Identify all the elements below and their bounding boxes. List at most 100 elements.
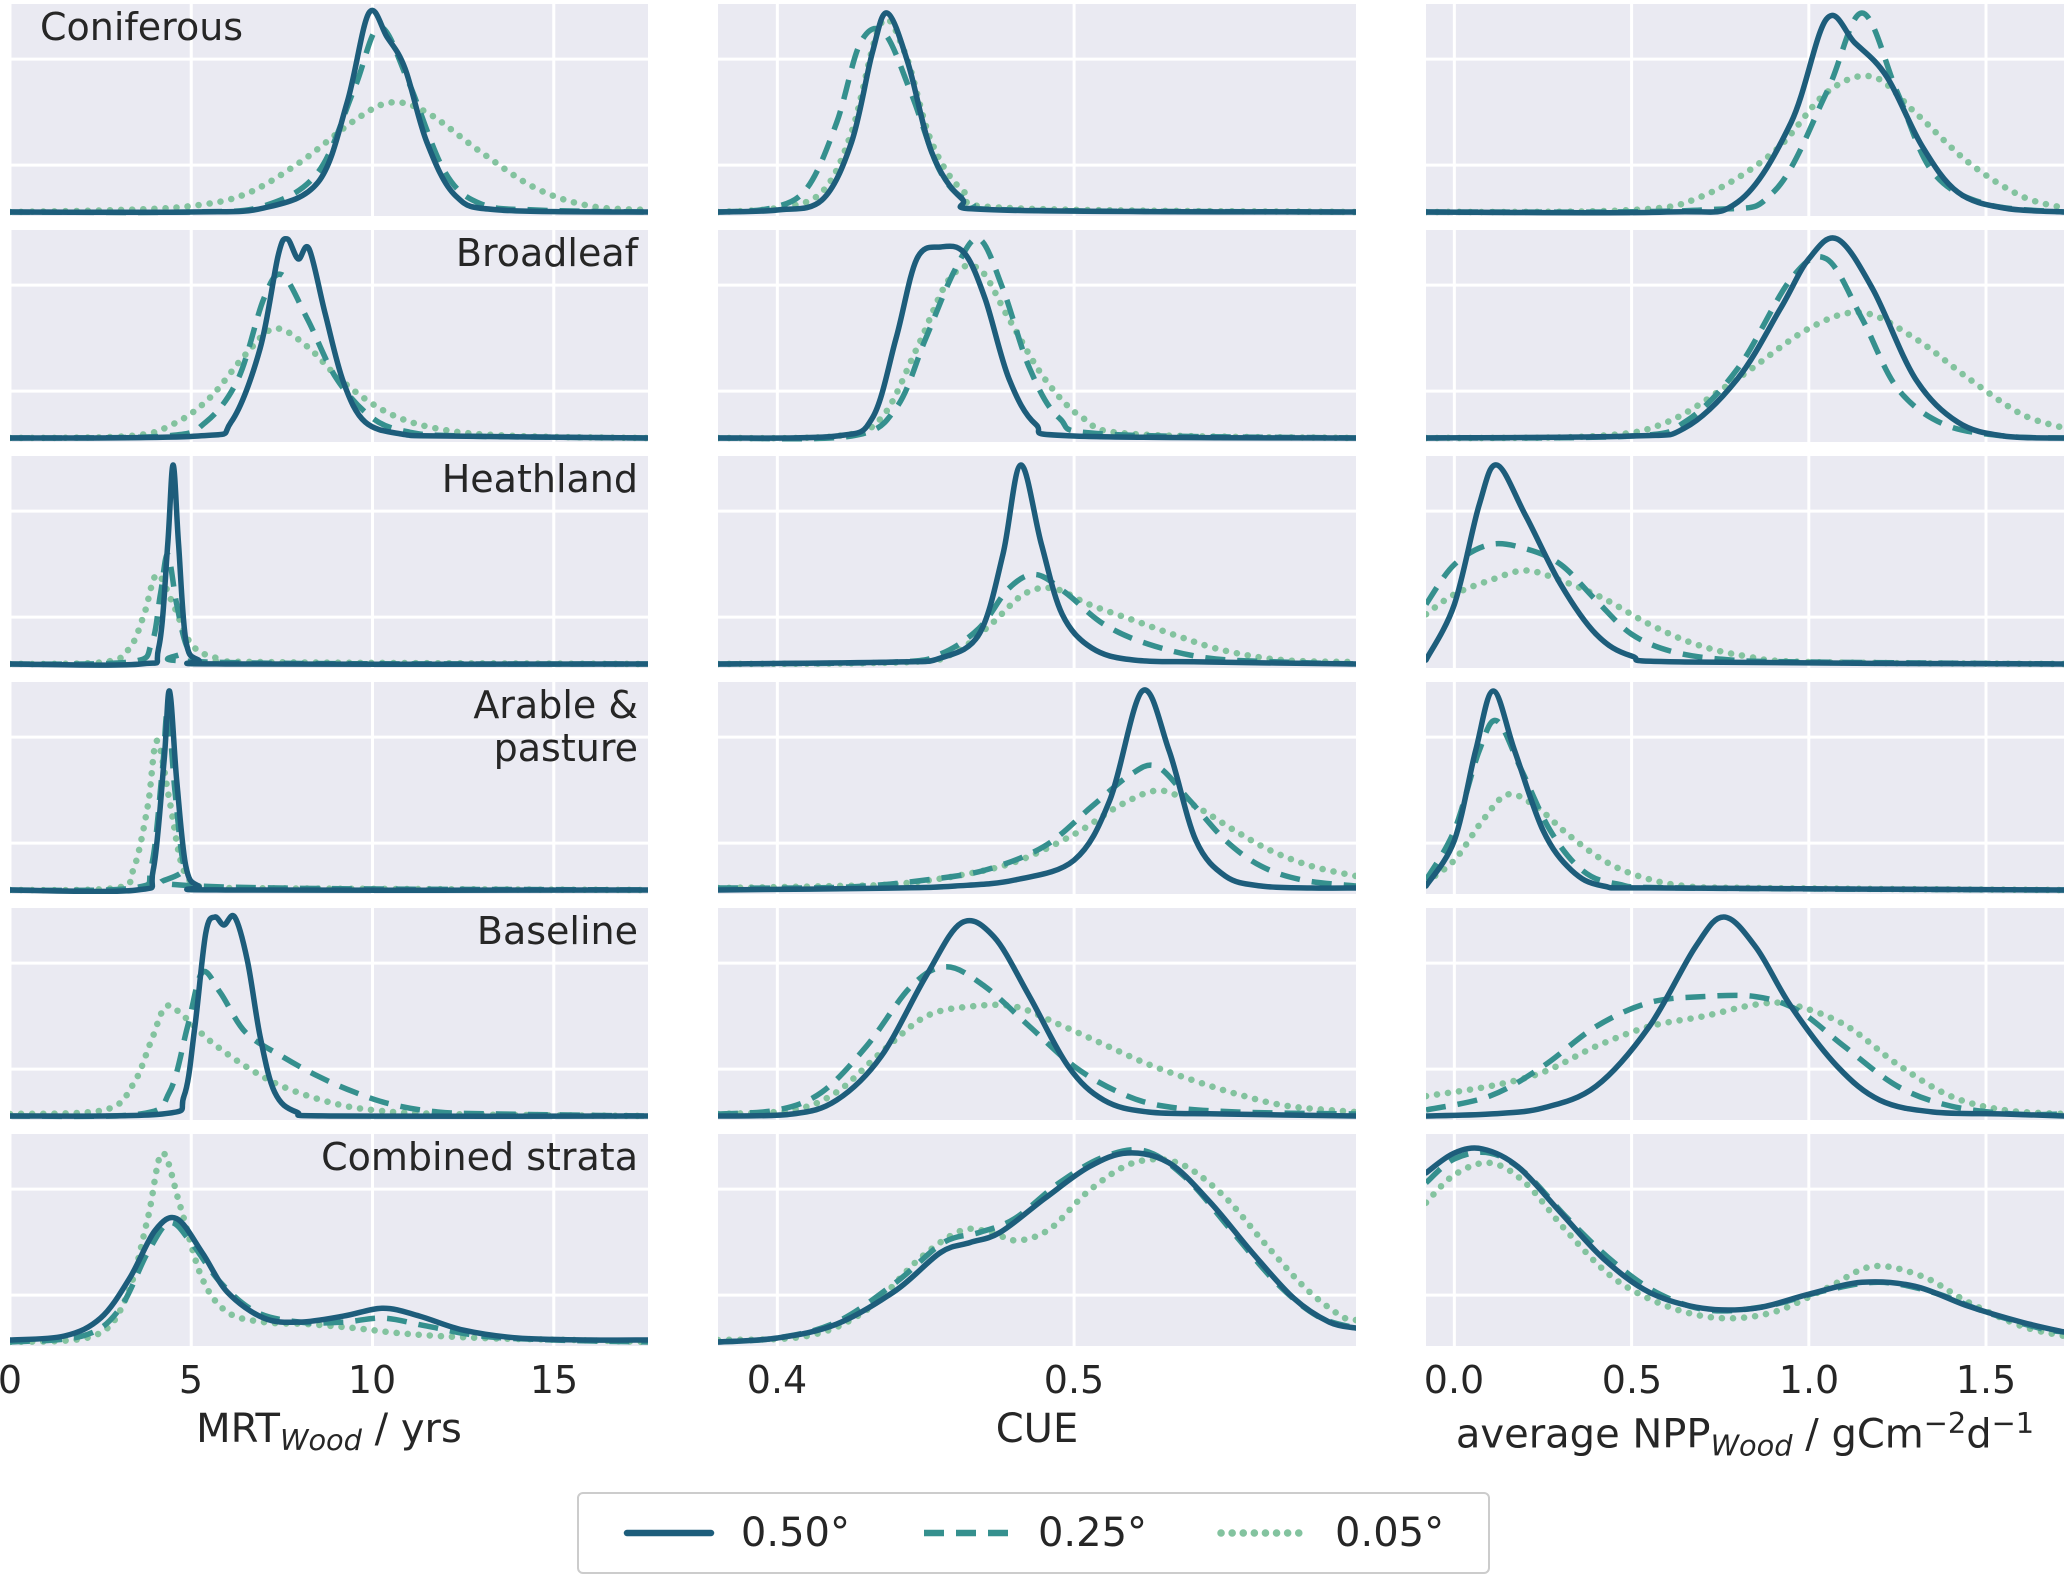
kde-curve-deg-050 [1426, 914, 2064, 1119]
gridlines [1426, 682, 2064, 894]
legend-row: 0.50° 0.25° 0.05° [0, 1492, 2067, 1574]
x-axis-label-npp: average NPPWood / gCm−2d−1 [1426, 1406, 2064, 1478]
gridlines [1426, 1134, 2064, 1346]
gridlines [10, 908, 648, 1120]
kde-curve-deg-025 [1426, 992, 2064, 1118]
x-axis-label-row: MRTWood / yrs CUE average NPPWood / gCm−2d… [0, 1406, 2067, 1478]
kde-curve-deg-005 [10, 98, 648, 216]
tick-label-npp-1.5: 1.5 [1955, 1358, 2017, 1402]
tick-label-npp-0.0: 0.0 [1423, 1358, 1485, 1402]
kde-curve-deg-025 [10, 271, 648, 441]
plot-area-heathland-npp [1426, 456, 2064, 668]
legend-line-sample-deg-050 [623, 1529, 715, 1537]
plot-area-baseline-cue [718, 908, 1356, 1120]
kde-curve-deg-050 [718, 687, 1356, 893]
gridlines [718, 1134, 1356, 1346]
x-axis-label-part: CUE [995, 1406, 1079, 1452]
kde-curve-deg-005 [10, 325, 648, 442]
x-axis-label-part: −1 [1991, 1406, 2035, 1440]
subplot-arable-pasture-mrt: Arable & pasture [10, 682, 648, 894]
kde-curve-deg-005 [10, 1149, 648, 1346]
tick-label-npp-1.0: 1.0 [1778, 1358, 1840, 1402]
plot-area-arable-pasture-mrt [10, 682, 648, 894]
kde-curve-deg-050 [10, 462, 648, 668]
kde-curve-deg-005 [718, 584, 1356, 668]
plot-area-arable-pasture-cue [718, 682, 1356, 894]
legend-item-deg-005: 0.05° [1217, 1510, 1444, 1556]
gridlines [718, 230, 1356, 442]
kde-curve-deg-050 [1426, 13, 2064, 216]
x-axis-label-part: Wood [1710, 1428, 1793, 1463]
legend-label-deg-025: 0.25° [1037, 1510, 1148, 1556]
subplot-coniferous-mrt: Coniferous [10, 4, 648, 216]
kde-curve-deg-050 [10, 688, 648, 894]
kde-curve-deg-005 [718, 1155, 1356, 1344]
plot-area-broadleaf-cue [718, 230, 1356, 442]
tick-label-mrt-10: 10 [347, 1358, 397, 1402]
tick-label-mrt-0: 0 [0, 1358, 23, 1402]
subplot-broadleaf-npp [1426, 230, 2064, 442]
subplot-heathland-mrt: Heathland [10, 456, 648, 668]
plot-area-combined-strata-cue [718, 1134, 1356, 1346]
kde-curve-deg-005 [718, 262, 1356, 442]
tick-label-mrt-5: 5 [178, 1358, 204, 1402]
kde-curve-deg-050 [718, 462, 1356, 667]
tick-label-cue-0.5: 0.5 [1043, 1358, 1105, 1402]
kde-curve-deg-050 [718, 10, 1356, 215]
subplot-coniferous-npp [1426, 4, 2064, 216]
subplot-combined-strata-mrt: Combined strata [10, 1134, 648, 1346]
plot-area-arable-pasture-npp [1426, 682, 2064, 894]
x-axis-label-mrt: MRTWood / yrs [10, 1406, 648, 1478]
legend-item-deg-025: 0.25° [920, 1510, 1147, 1556]
gridlines [1426, 230, 2064, 442]
kde-curve-deg-005 [1426, 1159, 2064, 1340]
subplot-baseline-npp [1426, 908, 2064, 1120]
x-axis-label-part: average NPP [1455, 1411, 1711, 1458]
plot-area-baseline-npp [1426, 908, 2064, 1120]
kde-curve-deg-050 [10, 912, 648, 1120]
kde-curve-deg-025 [718, 25, 1356, 215]
gridlines [718, 682, 1356, 894]
x-tick-row: 0 5 10 15 0.4 0.5 0.0 0.5 1.0 1.5 [0, 1346, 2067, 1406]
x-axis-label-part: −2 [1923, 1406, 1967, 1440]
kde-curve-deg-025 [1426, 10, 2064, 215]
plot-area-combined-strata-mrt [10, 1134, 648, 1346]
tick-label-cue-0.4: 0.4 [746, 1358, 808, 1402]
x-axis-label-part: / gCm [1792, 1411, 1924, 1458]
plot-area-coniferous-mrt [10, 4, 648, 216]
x-axis-label-part: d [1966, 1411, 1992, 1458]
plot-area-broadleaf-mrt [10, 230, 648, 442]
plot-area-baseline-mrt [10, 908, 648, 1120]
kde-curve-deg-050 [10, 7, 648, 216]
subplot-heathland-npp [1426, 456, 2064, 668]
chart-row-baseline: Baseline [10, 908, 2067, 1120]
tick-label-mrt-15: 15 [529, 1358, 579, 1402]
subplot-grid: Coniferous Broadleaf Heathland Arable & pas… [10, 4, 2067, 1346]
plot-area-broadleaf-npp [1426, 230, 2064, 442]
gridlines [10, 682, 648, 894]
legend-label-deg-005: 0.05° [1335, 1510, 1445, 1556]
kde-curve-deg-005 [1426, 72, 2064, 216]
gridlines [718, 908, 1356, 1120]
subplot-arable-pasture-npp [1426, 682, 2064, 894]
kde-curve-deg-050 [10, 235, 648, 441]
x-axis-label-cue: CUE [718, 1406, 1356, 1478]
subplot-baseline-cue [718, 908, 1356, 1120]
kde-curve-deg-025 [1426, 717, 2064, 893]
kde-curve-deg-050 [10, 1214, 648, 1343]
kde-curve-deg-025 [718, 1146, 1356, 1345]
kde-curve-deg-050 [1426, 688, 2064, 893]
kde-curve-deg-050 [718, 917, 1356, 1119]
kde-curve-deg-050 [1426, 235, 2064, 441]
subplot-coniferous-cue [718, 4, 1356, 216]
kde-curve-deg-005 [1426, 309, 2064, 442]
kde-curve-deg-025 [1426, 540, 2064, 667]
x-axis-label-part: MRT [196, 1406, 280, 1452]
chart-row-coniferous: Coniferous [10, 4, 2067, 216]
plot-area-combined-strata-npp [1426, 1134, 2064, 1346]
kde-curve-deg-025 [718, 964, 1356, 1117]
kde-curve-deg-025 [10, 551, 648, 667]
subplot-combined-strata-cue [718, 1134, 1356, 1346]
legend-line-sample-deg-005 [1217, 1529, 1309, 1537]
